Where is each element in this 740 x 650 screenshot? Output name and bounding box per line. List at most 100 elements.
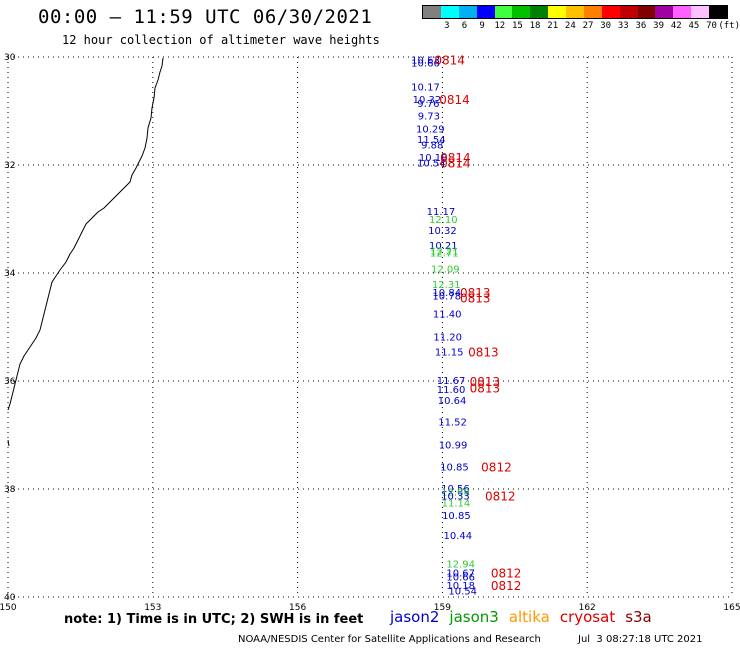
- color-swatch: [440, 6, 459, 18]
- wave-height-label: 9.88: [421, 140, 443, 151]
- color-scale-label: 24: [564, 21, 576, 31]
- wave-height-label: 10.84: [432, 288, 461, 299]
- map-title: 00:00 – 11:59 UTC 06/30/2021: [38, 6, 373, 28]
- color-scale-label: 21: [547, 21, 559, 31]
- color-swatch: [548, 6, 566, 18]
- longitude-tick-label: 156: [289, 603, 306, 610]
- color-scale-label: 12: [494, 21, 506, 31]
- wave-height-label: 11.67: [437, 376, 466, 387]
- pass-time-label: 0813: [460, 286, 491, 300]
- latitude-tick-label: 40: [4, 593, 16, 603]
- color-swatch: [637, 6, 656, 18]
- wave-height-label: 10.18: [419, 153, 448, 164]
- color-scale-label: 9: [479, 21, 485, 31]
- wave-height-label: 10.99: [439, 441, 468, 452]
- wave-height-label: 11.17: [427, 207, 456, 218]
- color-scale-label: 33: [617, 21, 629, 31]
- wave-height-label: 10.44: [444, 531, 473, 542]
- pass-time-label: 0813: [468, 345, 499, 359]
- longitude-tick-label: 162: [579, 603, 596, 610]
- pass-time-label: 0814: [440, 156, 471, 170]
- satellite-legend-jason2: jason2: [390, 608, 440, 626]
- pass-time-label: 0814: [440, 151, 471, 165]
- color-swatch: [423, 6, 441, 18]
- latitude-tick-label: 36: [4, 377, 16, 387]
- wave-height-label: 12.69: [441, 488, 470, 499]
- longitude-tick-label: 153: [144, 603, 161, 610]
- wave-height-label: 12.94: [446, 560, 475, 571]
- color-swatch: [566, 6, 584, 18]
- pass-time-label: 0813: [470, 381, 501, 395]
- wave-height-label: 10.29: [416, 124, 445, 135]
- color-scale-label: 30: [600, 21, 612, 31]
- wave-height-label: 12.21: [430, 246, 459, 257]
- wave-height-label: 9.76: [417, 99, 439, 110]
- color-swatch: [691, 6, 709, 18]
- wave-height-label: 10.66: [411, 58, 440, 69]
- color-scale-label: 45: [688, 21, 700, 31]
- coastline: [7, 57, 164, 411]
- longitude-tick-label: 165: [723, 603, 740, 610]
- color-scale-label: 18: [529, 21, 541, 31]
- wave-height-label: 10.17: [411, 83, 440, 94]
- color-scale-label: 39: [653, 21, 664, 31]
- satellite-legend-s3a: s3a: [625, 608, 652, 626]
- units-note: note: 1) Time is in UTC; 2) SWH is in fe…: [64, 612, 364, 627]
- longitude-tick-label: 159: [434, 603, 451, 610]
- latitude-tick-label: 38: [4, 485, 16, 495]
- pass-time-label: 0813: [460, 291, 491, 305]
- wave-height-label: 10.85: [440, 462, 469, 473]
- wave-height-label: 10.78: [432, 292, 461, 303]
- color-scale-label: 36: [635, 21, 647, 31]
- color-swatch: [476, 6, 495, 18]
- wave-height-label: 10.85: [442, 511, 471, 522]
- generated-timestamp: Jul 3 08:27:18 UTC 2021: [578, 634, 703, 645]
- wave-height-label: 11.14: [442, 499, 471, 510]
- color-swatch: [601, 6, 620, 18]
- pass-time-label: 0814: [439, 93, 470, 107]
- color-scale-bar: [422, 5, 728, 19]
- wave-height-marks: 10.6310.6610.1710.329.769.7310.2911.549.…: [411, 54, 521, 598]
- satellite-legend-jason3: jason3: [449, 608, 499, 626]
- wave-height-label: 10.32: [428, 226, 457, 237]
- wave-height-label: 10.54: [448, 587, 477, 598]
- wave-height-label: 12.10: [429, 215, 458, 226]
- wave-height-label: 10.64: [438, 396, 467, 407]
- pass-time-label: 0812: [485, 489, 516, 503]
- wave-height-label: 11.20: [433, 333, 462, 344]
- latitude-tick-label: 34: [4, 269, 16, 279]
- latitude-tick-label: 32: [4, 161, 15, 171]
- wave-height-label: 10.67: [446, 569, 475, 580]
- coastline-fragment: [7, 439, 10, 447]
- color-scale-labels: 3 6 9 12 15 18 21 24 27 30 33 36 39 42 45 70 (ft): [430, 21, 740, 33]
- color-swatch: [494, 6, 513, 18]
- pass-time-label: 0812: [491, 567, 522, 581]
- longitude-tick-label: 150: [0, 603, 17, 610]
- color-swatch: [583, 6, 602, 18]
- color-swatch: [458, 6, 477, 18]
- wave-height-label: 10.54: [417, 158, 446, 169]
- wave-height-label: 12.71: [430, 248, 459, 259]
- wave-height-label: 10.18: [446, 581, 475, 592]
- wave-height-label: 11.40: [433, 310, 462, 321]
- wave-height-label: 10.56: [441, 484, 470, 495]
- credit-line: NOAA/NESDIS Center for Satellite Applica…: [238, 634, 541, 645]
- color-scale-label: 27: [582, 21, 594, 31]
- map-subtitle: 12 hour collection of altimeter wave hei…: [62, 33, 380, 47]
- wave-height-label: 9.73: [418, 111, 440, 122]
- wave-height-label: 10.33: [441, 491, 470, 502]
- pass-time-label: 0812: [491, 579, 522, 593]
- wave-height-label: 10.66: [446, 572, 475, 583]
- satellite-legend: jason2 jason3 altika cryosat s3a: [390, 608, 662, 626]
- color-swatch: [673, 6, 692, 18]
- color-swatch: [512, 6, 531, 18]
- wave-height-label: 10.63: [411, 56, 440, 67]
- color-swatch: [655, 6, 674, 18]
- wave-height-label: 10.21: [429, 241, 458, 252]
- satellite-legend-altika: altika: [508, 608, 550, 626]
- satellite-legend-cryosat: cryosat: [559, 608, 616, 626]
- wave-height-label: 10.32: [413, 95, 442, 106]
